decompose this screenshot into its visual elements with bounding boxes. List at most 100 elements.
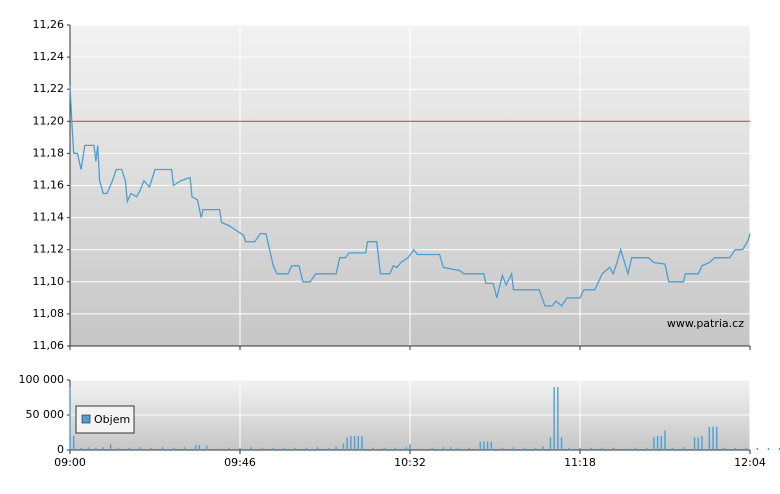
volume-bar bbox=[697, 437, 699, 450]
volume-bar bbox=[405, 447, 408, 450]
volume-bar bbox=[272, 447, 274, 450]
volume-bar bbox=[490, 441, 493, 450]
volume-bar bbox=[357, 436, 359, 450]
y-tick-label: 11,08 bbox=[33, 307, 65, 320]
volume-bar bbox=[150, 447, 153, 450]
volume-bar bbox=[449, 447, 452, 450]
volume-bar bbox=[409, 444, 411, 450]
volume-bar bbox=[612, 447, 614, 450]
volume-bar bbox=[283, 447, 286, 450]
volume-bar bbox=[734, 447, 736, 450]
volume-bar bbox=[579, 447, 581, 450]
volume-bar bbox=[95, 447, 97, 450]
volume-bar bbox=[549, 437, 552, 450]
volume-bar bbox=[660, 436, 663, 450]
y-tick-label: 0 bbox=[57, 443, 64, 456]
volume-bar bbox=[557, 387, 559, 450]
x-tick-label: 11:18 bbox=[564, 456, 596, 469]
volume-bar bbox=[542, 446, 544, 450]
volume-bar bbox=[693, 437, 696, 450]
volume-bar bbox=[194, 445, 197, 450]
volume-bar bbox=[228, 447, 230, 450]
volume-bar bbox=[778, 447, 780, 450]
volume-bar bbox=[109, 444, 112, 450]
volume-bar bbox=[172, 447, 175, 450]
volume-bar bbox=[534, 447, 537, 450]
volume-bar bbox=[671, 447, 674, 450]
x-tick-label: 09:46 bbox=[224, 456, 256, 469]
legend-swatch bbox=[81, 414, 91, 424]
x-tick-label: 10:32 bbox=[394, 456, 426, 469]
volume-bar bbox=[431, 447, 433, 450]
volume-bar bbox=[634, 447, 637, 450]
volume-bar bbox=[656, 436, 659, 450]
volume-bar bbox=[72, 436, 75, 450]
volume-bar bbox=[316, 447, 319, 450]
volume-bar bbox=[512, 447, 515, 450]
volume-bar bbox=[261, 447, 263, 450]
volume-bar bbox=[457, 447, 459, 450]
volume-bar bbox=[383, 447, 385, 450]
volume-bar bbox=[682, 447, 685, 450]
volume-bar bbox=[708, 426, 711, 450]
volume-bar bbox=[117, 447, 119, 450]
volume-bar bbox=[161, 447, 164, 450]
y-tick-label: 11,06 bbox=[33, 339, 65, 352]
volume-bar bbox=[139, 447, 141, 450]
volume-bar bbox=[183, 447, 186, 450]
volume-bar bbox=[486, 441, 489, 450]
volume-bar bbox=[372, 447, 374, 450]
volume-bar bbox=[560, 437, 563, 450]
volume-bar bbox=[501, 447, 504, 450]
volume-bar bbox=[128, 447, 130, 450]
volume-bar bbox=[442, 447, 444, 450]
volume-bar bbox=[420, 448, 422, 450]
volume-bar bbox=[346, 437, 348, 450]
volume-bar bbox=[468, 447, 470, 450]
y-tick-label: 11,20 bbox=[33, 114, 65, 127]
y-tick-label: 11,10 bbox=[33, 275, 65, 288]
volume-bar bbox=[305, 447, 308, 450]
volume-bar bbox=[239, 447, 241, 450]
volume-bar bbox=[87, 447, 90, 450]
volume-bar bbox=[353, 436, 356, 450]
volume-bar bbox=[664, 430, 666, 450]
y-tick-label: 11,14 bbox=[33, 211, 65, 224]
volume-bar bbox=[102, 447, 104, 450]
x-tick-label: 12:04 bbox=[734, 456, 766, 469]
y-tick-label: 11,22 bbox=[33, 82, 65, 95]
volume-bar bbox=[716, 426, 718, 450]
volume-bar bbox=[69, 387, 71, 450]
y-tick-label: 11,18 bbox=[33, 146, 65, 159]
volume-bar bbox=[745, 447, 748, 450]
y-tick-label: 50 000 bbox=[26, 408, 65, 421]
y-tick-label: 11,24 bbox=[33, 50, 65, 63]
x-tick-label: 09:00 bbox=[54, 456, 86, 469]
volume-bar bbox=[645, 447, 648, 450]
volume-bar bbox=[756, 447, 759, 450]
y-tick-label: 11,12 bbox=[33, 243, 65, 256]
volume-bar bbox=[479, 441, 481, 450]
volume-bar bbox=[350, 436, 352, 450]
volume-bar bbox=[767, 447, 770, 450]
legend-label: Objem bbox=[94, 413, 130, 426]
volume-bar bbox=[590, 447, 592, 450]
y-tick-label: 11,26 bbox=[33, 18, 65, 31]
volume-bar bbox=[361, 436, 363, 450]
volume-bar bbox=[198, 445, 201, 450]
volume-bar bbox=[250, 447, 252, 450]
y-tick-label: 100 000 bbox=[19, 373, 65, 386]
volume-bar bbox=[601, 447, 603, 450]
volume-bar bbox=[294, 447, 297, 450]
volume-bar bbox=[342, 443, 345, 450]
volume-bar bbox=[217, 448, 219, 450]
volume-bar bbox=[568, 447, 570, 450]
volume-bar bbox=[327, 447, 330, 450]
volume-bar bbox=[653, 437, 655, 450]
y-tick-label: 11,16 bbox=[33, 179, 65, 192]
price-line bbox=[69, 85, 751, 307]
watermark: www.patria.cz bbox=[667, 317, 744, 330]
volume-bar bbox=[335, 446, 337, 450]
volume-bar bbox=[553, 387, 555, 450]
